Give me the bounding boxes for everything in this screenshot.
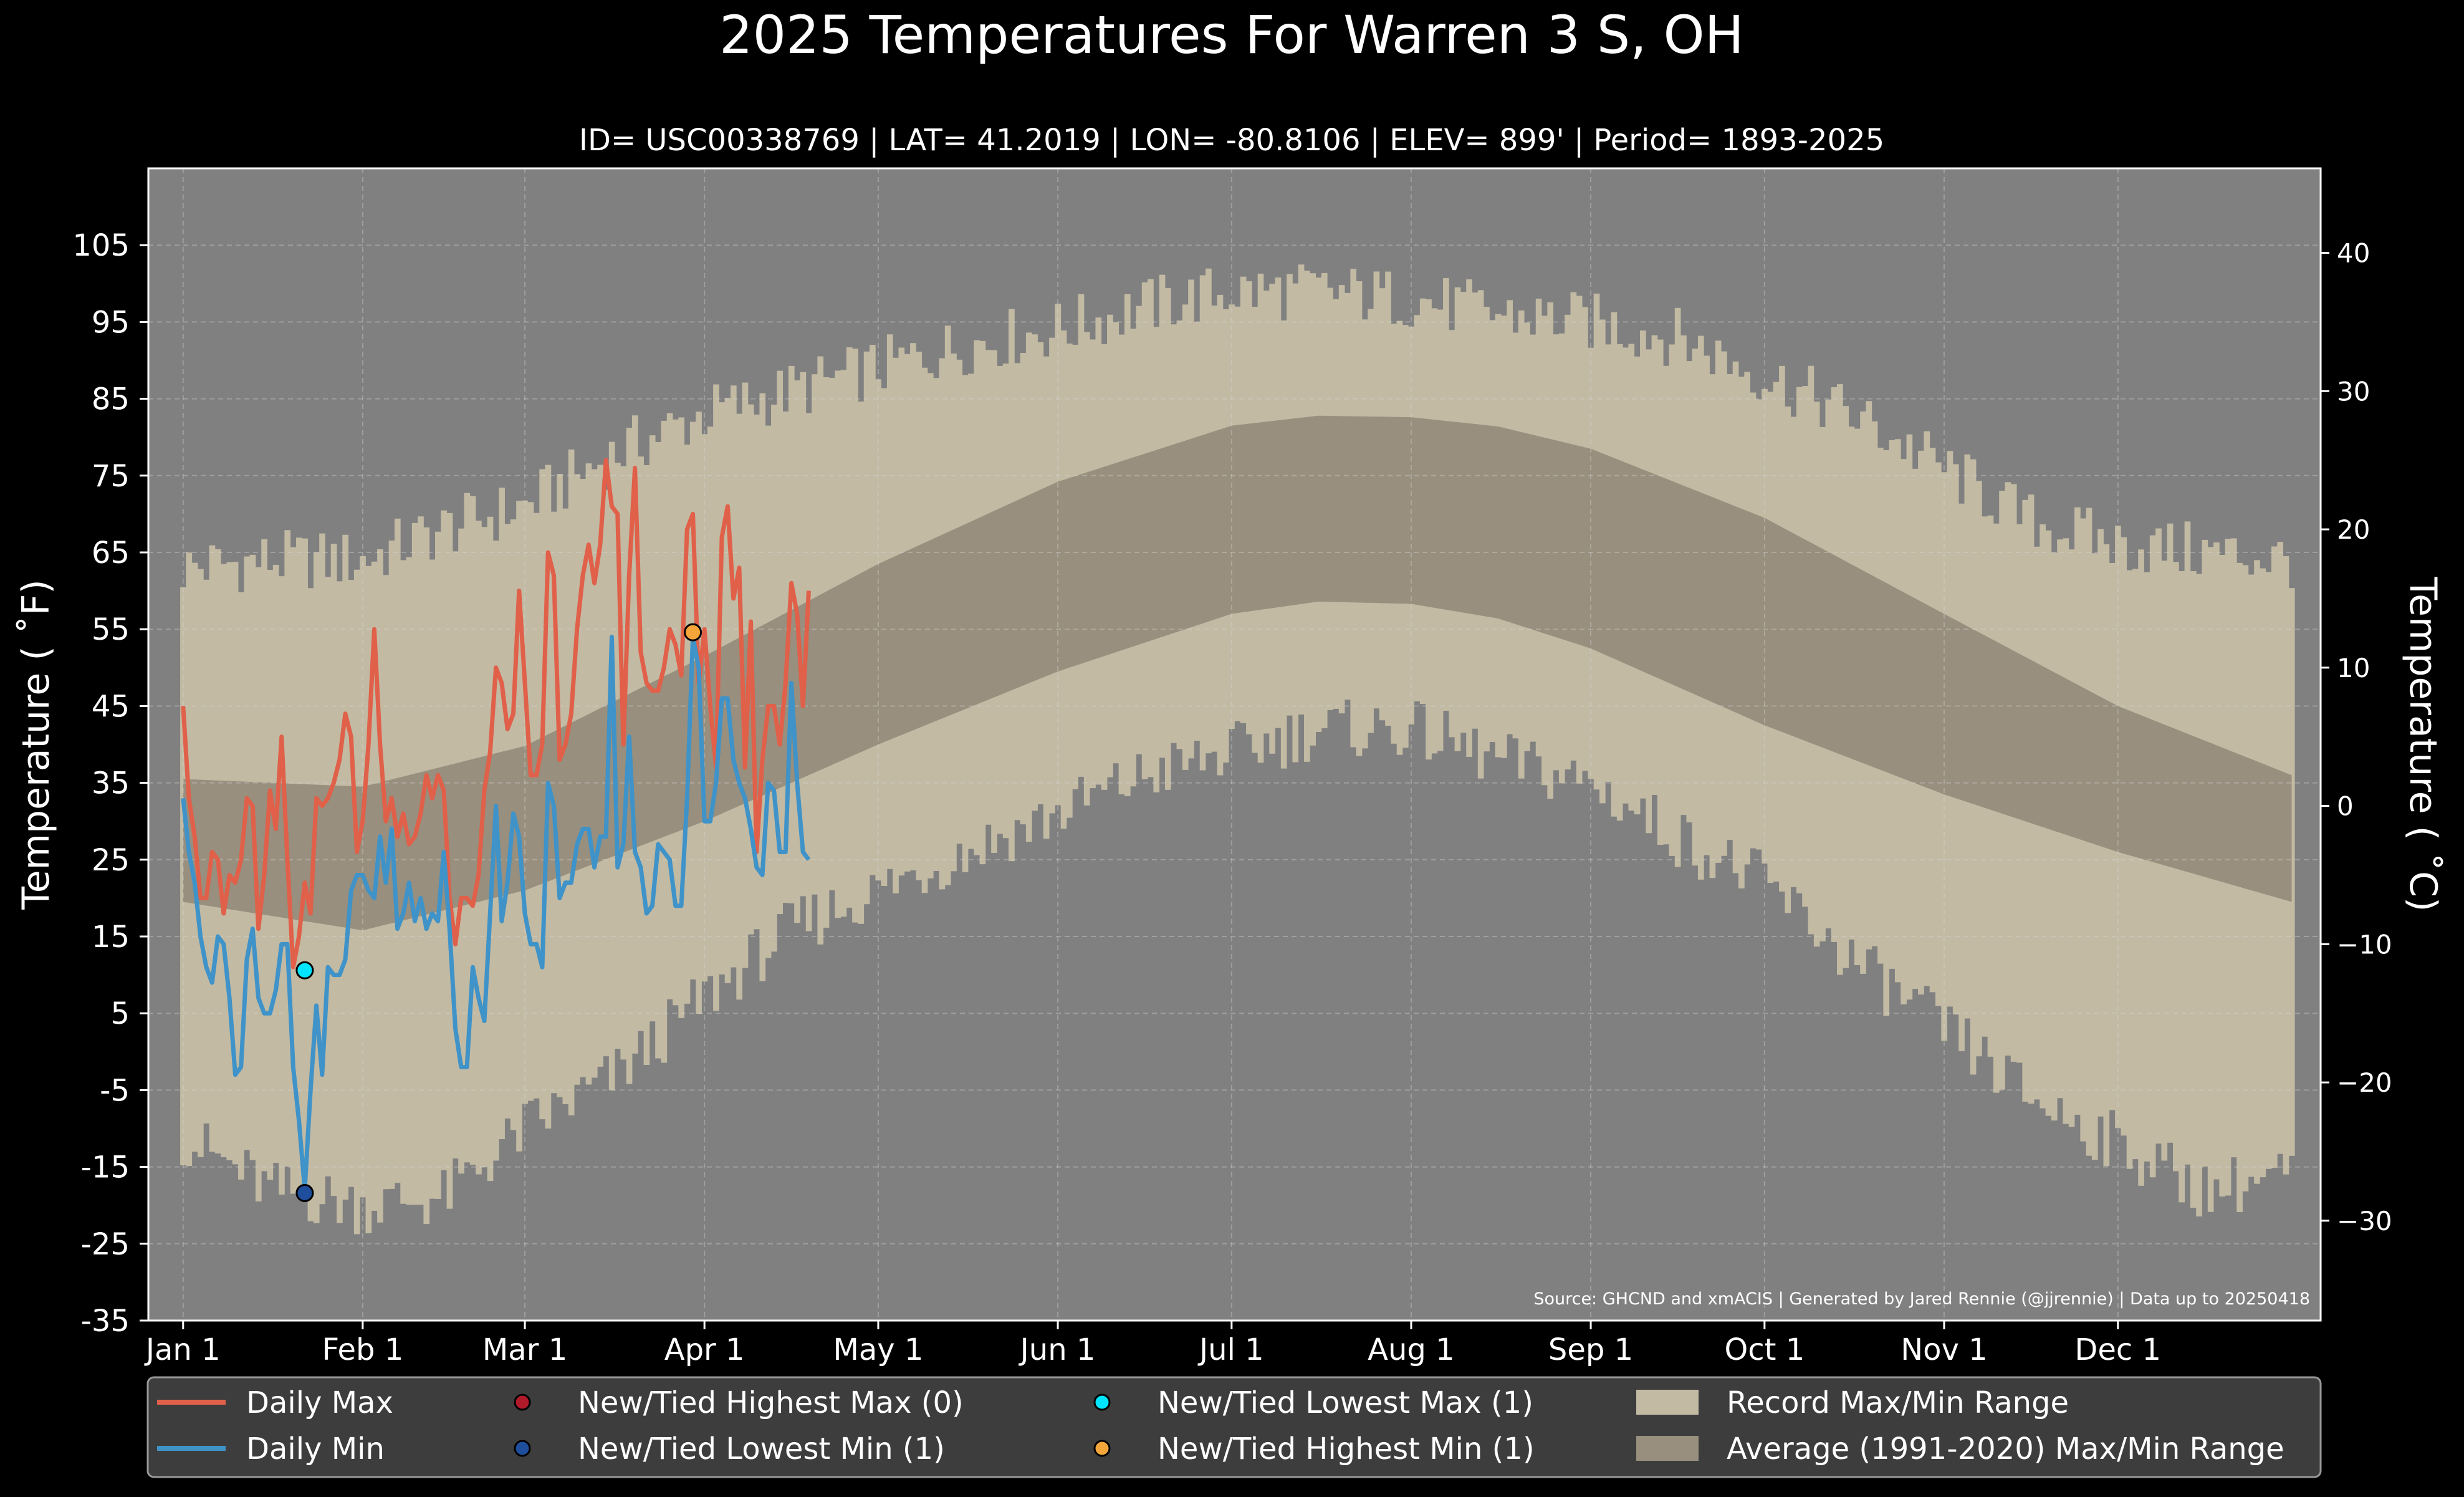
plot-frame — [147, 167, 2322, 1322]
x-tick-label: Jun 1 — [1019, 1332, 1096, 1367]
x-tick-label: Feb 1 — [322, 1332, 403, 1367]
legend-label: New/Tied Lowest Max (1) — [1158, 1385, 1533, 1420]
legend-dot-swatch — [1093, 1394, 1111, 1411]
x-tick-label: May 1 — [833, 1332, 923, 1367]
legend: Daily Max Daily Min New/Tied Highest Max (… — [146, 1376, 2322, 1478]
record-range-bar — [2207, 547, 2214, 1212]
y-tick-label: 45 — [92, 689, 130, 724]
x-tick-label: Oct 1 — [1724, 1332, 1805, 1367]
y-tick-label: -5 — [100, 1073, 130, 1108]
record-range-bar — [2068, 549, 2075, 1127]
y-tick-label: 35 — [92, 766, 130, 801]
x-tick-label: Mar 1 — [482, 1332, 567, 1367]
x-tick-label: Aug 1 — [1368, 1332, 1455, 1367]
legend-label: Record Max/Min Range — [1727, 1385, 2069, 1420]
record-range-bar — [2236, 562, 2243, 1213]
y-tick-label: 55 — [92, 612, 130, 647]
record-range-bar — [2144, 572, 2150, 1162]
x-tick-label: Dec 1 — [2074, 1332, 2161, 1367]
record-markers — [295, 623, 702, 1202]
y-tick-label: -25 — [81, 1227, 130, 1262]
source-note: Source: GHCND and xmACIS | Generated by … — [1533, 1289, 2310, 1309]
legend-patch-swatch — [1636, 1436, 1699, 1461]
legend-label: New/Tied Highest Min (1) — [1158, 1432, 1535, 1466]
x-axis: Jan 1 Feb 1 Mar 1 Apr 1 May 1 Jun 1 Jul 1 Aug 1… — [144, 1321, 2161, 1367]
y-right-tick-label: −30 — [2337, 1206, 2392, 1236]
y-axis-label-right: Temperature ( ˚C) — [2401, 577, 2445, 912]
legend-patch-swatch — [1636, 1390, 1699, 1415]
record-range-bar — [2190, 570, 2197, 1208]
y-tick-label: 75 — [92, 459, 130, 494]
record-marker — [295, 1183, 314, 1202]
record-range-bar — [2051, 552, 2058, 1121]
y-right-tick-label: −20 — [2337, 1067, 2392, 1098]
y-tick-label: -35 — [81, 1304, 130, 1339]
legend-label: Daily Max — [246, 1385, 393, 1420]
record-marker — [684, 623, 702, 642]
x-tick-label: Sep 1 — [1548, 1332, 1633, 1367]
record-range-bar — [2132, 569, 2139, 1160]
record-range-bar — [2138, 549, 2144, 1186]
y-axis-label-left: Temperature ( ˚F) — [14, 579, 58, 910]
y-tick-label: 95 — [92, 305, 130, 340]
daily-max-line — [181, 458, 811, 970]
legend-items: Daily Max Daily Min New/Tied Highest Max (… — [157, 1385, 2284, 1466]
y-axis-left: -35 -25 -15 -5 5 15 25 35 45 55 65 75 85 95 105 — [72, 228, 148, 1339]
y-right-tick-label: 10 — [2337, 653, 2370, 683]
x-tick-label: Nov 1 — [1901, 1332, 1987, 1367]
record-range-bar — [2196, 574, 2202, 1217]
y-right-tick-label: 30 — [2337, 376, 2370, 407]
legend-label: New/Tied Highest Max (0) — [578, 1385, 964, 1420]
y-axis-right: −30 −20 −10 0 10 20 30 40 — [2321, 238, 2392, 1236]
y-right-tick-label: 40 — [2337, 238, 2370, 269]
y-tick-label: -15 — [81, 1150, 130, 1185]
y-tick-label: 105 — [72, 228, 130, 263]
y-right-tick-label: −10 — [2337, 929, 2392, 960]
y-tick-label: 65 — [92, 536, 130, 570]
legend-box — [146, 1376, 2322, 1478]
y-tick-label: 25 — [92, 843, 130, 878]
legend-label: Average (1991-2020) Max/Min Range — [1727, 1432, 2284, 1466]
y-tick-label: 15 — [92, 920, 130, 955]
x-tick-label: Jul 1 — [1197, 1332, 1264, 1367]
average-range-band — [183, 415, 2292, 931]
y-right-tick-label: 0 — [2337, 791, 2354, 822]
legend-dot-swatch — [514, 1394, 531, 1411]
chart-subtitle: ID= USC00338769 | LAT= 41.2019 | LON= -8… — [579, 123, 1884, 158]
legend-dot-swatch — [1093, 1440, 1111, 1457]
chart-title: 2025 Temperatures For Warren 3 S, OH — [719, 4, 1744, 65]
plot-area: Source: GHCND and xmACIS | Generated by … — [147, 167, 2322, 1322]
record-range-bar — [2091, 553, 2098, 1160]
y-right-tick-label: 20 — [2337, 514, 2370, 545]
y-tick-label: 85 — [92, 382, 130, 417]
y-tick-label: 5 — [110, 996, 130, 1031]
record-range-bar — [2288, 588, 2295, 1156]
legend-dot-swatch — [514, 1440, 531, 1457]
record-marker — [295, 961, 314, 980]
legend-label: Daily Min — [246, 1432, 385, 1466]
legend-label: New/Tied Lowest Min (1) — [578, 1432, 945, 1466]
record-range-bar — [2179, 571, 2185, 1203]
x-tick-label: Apr 1 — [664, 1332, 745, 1367]
record-range-bar — [2126, 570, 2133, 1169]
record-range-bar — [2103, 544, 2110, 1167]
x-tick-label: Jan 1 — [144, 1332, 221, 1367]
daily-min-line — [181, 635, 811, 1193]
